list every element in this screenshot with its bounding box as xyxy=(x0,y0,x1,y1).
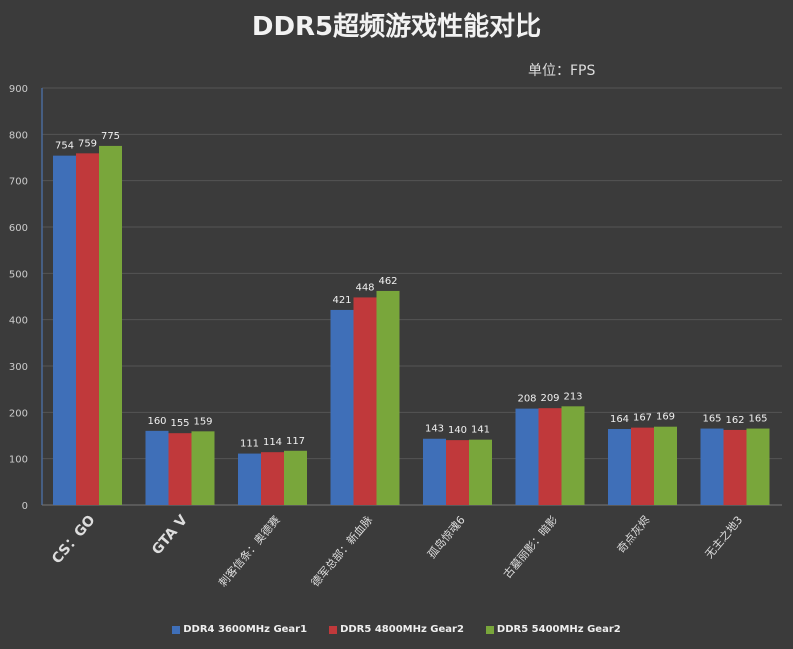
bar xyxy=(654,426,677,505)
data-label: 208 xyxy=(517,394,536,405)
data-label: 141 xyxy=(471,425,490,436)
x-tick-label: 古墓丽影：暗影 xyxy=(500,513,560,581)
x-tick-label: GTA V xyxy=(149,512,191,558)
y-tick-label: 200 xyxy=(9,408,28,419)
bar xyxy=(515,408,539,505)
y-tick-label: 500 xyxy=(9,269,28,280)
legend-swatch xyxy=(172,625,181,634)
data-label: 155 xyxy=(170,418,189,429)
y-tick-label: 100 xyxy=(9,455,28,466)
data-label: 143 xyxy=(425,424,444,435)
data-label: 117 xyxy=(286,436,305,447)
bar xyxy=(746,428,770,505)
data-label: 775 xyxy=(101,131,120,142)
data-label: 165 xyxy=(702,414,721,425)
data-label: 213 xyxy=(563,391,582,402)
legend-swatch xyxy=(329,625,338,634)
x-tick-label: 孤岛惊魂6 xyxy=(424,513,468,561)
data-label: 754 xyxy=(55,141,74,152)
data-label: 759 xyxy=(78,138,97,149)
bar xyxy=(446,440,469,505)
bar xyxy=(330,309,354,505)
data-label: 167 xyxy=(633,413,652,424)
bar xyxy=(284,450,307,505)
legend: DDR4 3600MHz Gear1 DDR5 4800MHz Gear2 DDR5… xyxy=(0,624,793,635)
x-tick-label: 无主之地3 xyxy=(702,513,746,561)
data-label: 462 xyxy=(378,276,397,287)
legend-swatch xyxy=(485,625,494,634)
bar xyxy=(561,406,585,505)
legend-label: DDR4 3600MHz Gear1 xyxy=(183,624,308,635)
y-tick-label: 400 xyxy=(9,316,28,327)
unit-label: 单位：FPS xyxy=(528,63,596,79)
bar xyxy=(261,452,284,505)
x-tick-label: 德军总部：新血脉 xyxy=(308,513,375,589)
bar xyxy=(723,429,747,505)
data-label: 448 xyxy=(355,282,374,293)
bar xyxy=(631,427,654,505)
y-tick-label: 300 xyxy=(9,362,28,373)
data-label: 162 xyxy=(725,415,744,426)
bar xyxy=(423,438,446,505)
legend-item: DDR5 4800MHz Gear2 xyxy=(329,624,464,635)
y-tick-label: 800 xyxy=(9,130,28,141)
y-tick-label: 600 xyxy=(9,223,28,234)
data-label: 209 xyxy=(540,393,559,404)
x-tick-label: 奇点灰烬 xyxy=(614,513,653,556)
data-label: 421 xyxy=(332,295,351,306)
bar xyxy=(76,153,99,505)
data-label: 169 xyxy=(656,412,675,423)
data-label: 165 xyxy=(748,414,767,425)
data-label: 159 xyxy=(193,416,212,427)
legend-label: DDR5 5400MHz Gear2 xyxy=(496,624,621,635)
y-tick-label: 0 xyxy=(22,501,28,512)
x-tick-label: CS：GO xyxy=(49,512,99,567)
data-label: 114 xyxy=(263,437,282,448)
bar xyxy=(700,428,724,505)
bar xyxy=(353,297,377,505)
legend-item: DDR4 3600MHz Gear1 xyxy=(172,624,307,635)
bar xyxy=(145,430,169,505)
x-tick-label: 刺客信条：奥德赛 xyxy=(216,513,283,589)
data-label: 140 xyxy=(448,425,467,436)
data-label: 160 xyxy=(147,416,166,427)
bar xyxy=(376,290,400,505)
y-tick-label: 900 xyxy=(9,84,28,95)
bar xyxy=(238,453,261,505)
bar xyxy=(538,408,562,505)
data-label: 164 xyxy=(610,414,629,425)
bar xyxy=(191,431,215,505)
data-label: 111 xyxy=(240,439,259,450)
bar xyxy=(469,439,492,505)
bar xyxy=(53,155,76,505)
bar xyxy=(99,145,122,505)
legend-label: DDR5 4800MHz Gear2 xyxy=(340,624,464,635)
bar xyxy=(608,429,631,505)
bar xyxy=(168,433,192,505)
y-tick-label: 700 xyxy=(9,177,28,188)
chart-title: DDR5超频游戏性能对比 xyxy=(251,12,542,42)
legend-item: DDR5 5400MHz Gear2 xyxy=(485,624,621,635)
